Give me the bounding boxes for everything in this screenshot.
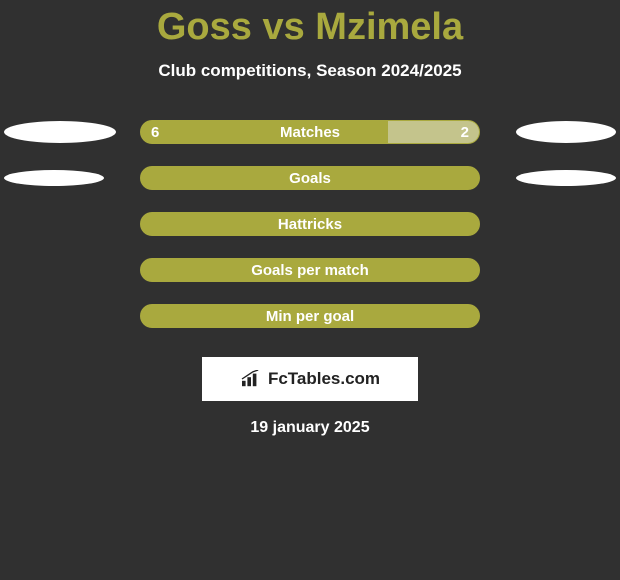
brand-chart-icon: [240, 370, 262, 388]
brand-box: FcTables.com: [202, 357, 418, 401]
stat-row: Goals: [0, 155, 620, 201]
bar-label: Min per goal: [141, 305, 479, 327]
stat-row: Matches6 2: [0, 109, 620, 155]
stat-row: Hattricks: [0, 201, 620, 247]
bar-label: Goals: [141, 167, 479, 189]
date-label: 19 january 2025: [0, 419, 620, 437]
page-title: Goss vs Mzimela: [0, 0, 620, 49]
bar-left-value: 6: [151, 121, 159, 143]
bar-label: Goals per match: [141, 259, 479, 281]
bars-container: Matches6 2 Goals Hattricks Goals per match Mi…: [0, 109, 620, 339]
subtitle: Club competitions, Season 2024/2025: [0, 61, 620, 81]
stat-bar: Hattricks: [140, 212, 480, 236]
stat-bar: Goals per match: [140, 258, 480, 282]
player-left-ellipse: [4, 170, 104, 186]
stat-bar: Matches6 2: [140, 120, 480, 144]
bar-label: Hattricks: [141, 213, 479, 235]
stat-row: Min per goal: [0, 293, 620, 339]
bar-label: Matches: [141, 121, 479, 143]
stat-bar: Min per goal: [140, 304, 480, 328]
brand-text: FcTables.com: [268, 369, 380, 389]
stat-bar: Goals: [140, 166, 480, 190]
bar-right-value: 2: [461, 121, 469, 143]
player-right-ellipse: [516, 121, 616, 143]
stat-row: Goals per match: [0, 247, 620, 293]
player-right-ellipse: [516, 170, 616, 186]
player-left-ellipse: [4, 121, 116, 143]
